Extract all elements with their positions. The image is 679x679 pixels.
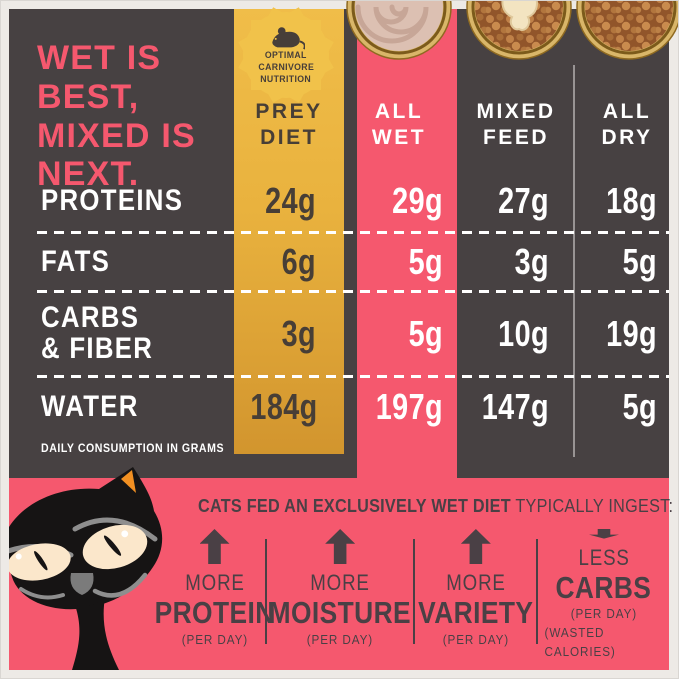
value-dry: 19g	[606, 312, 657, 354]
callout-subtext2: (WASTED CALORIES)	[544, 625, 617, 660]
row-divider	[37, 290, 669, 293]
row-label: FATS	[41, 246, 110, 278]
table-row-water: WATER 184g 197g 147g 5g	[9, 376, 669, 438]
title-line: WET IS	[37, 39, 162, 77]
value-wet: 5g	[408, 241, 443, 282]
arrow-up-icon	[325, 529, 356, 564]
callout-keyword: VARIETY	[418, 595, 534, 631]
value-prey: 3g	[281, 312, 316, 354]
badge-text: NUTRITION	[260, 73, 312, 85]
optimal-carnivore-nutrition-badge: OPTIMAL CARNIVORE NUTRITION	[236, 5, 336, 105]
callout-more-variety: MORE VARIETY (PER DAY)	[415, 527, 536, 662]
headline-rest: TYPICALLY INGEST:	[515, 496, 674, 516]
cat-nose	[70, 573, 94, 595]
value-wet: 29g	[392, 180, 443, 221]
callout-more-moisture: MORE MOISTURE (PER DAY)	[267, 527, 413, 662]
row-label: CARBS & FIBER	[41, 300, 154, 366]
table-row-carbs-fiber: CARBS & FIBER 3g 5g 10g 19g	[9, 291, 669, 376]
value-wet: 5g	[408, 312, 443, 354]
header-line: DRY	[601, 125, 653, 149]
header-line: ALL	[374, 100, 424, 123]
callout-subtext: (PER DAY)	[181, 631, 248, 647]
bottom-headline: CATS FED AN EXCLUSIVELY WET DIET TYPICAL…	[198, 496, 673, 517]
callout-qualifier: MORE	[310, 570, 370, 595]
cat-right-eye	[82, 524, 148, 570]
header-line: WET	[371, 125, 427, 149]
column-header-all-wet: ALL WET	[339, 99, 459, 150]
title-line: MIXED IS	[37, 116, 196, 155]
benefits-row: MORE PROTEIN (PER DAY) MORE MOISTURE (PE…	[154, 527, 669, 662]
table-row-proteins: PROTEINS 24g 29g 27g 18g	[9, 169, 669, 233]
row-divider	[37, 231, 669, 234]
callout-subtext: (PER DAY)	[442, 631, 510, 647]
row-label-line: WATER	[41, 390, 139, 424]
row-label-line: & FIBER	[41, 332, 154, 366]
value-dry: 5g	[622, 241, 657, 282]
row-label-line: CARBS	[41, 300, 140, 334]
badge-text: CARNIVORE	[258, 62, 314, 74]
cat-ear-inner	[121, 470, 136, 493]
callout-divider	[536, 539, 539, 644]
callout-qualifier: LESS	[578, 544, 630, 570]
title-line: BEST,	[37, 77, 140, 116]
right-dark-panel	[457, 9, 669, 478]
badge-text: OPTIMAL	[265, 50, 307, 62]
value-prey: 24g	[265, 180, 316, 221]
dry-food-bowl-image	[576, 1, 678, 60]
callout-qualifier: MORE	[184, 570, 245, 595]
mixed-food-bowl-image	[466, 1, 572, 60]
page-title: WET IS BEST, MIXED IS NEXT.	[37, 39, 196, 194]
column-header-all-dry: ALL DRY	[567, 99, 678, 150]
callout-subtext: (PER DAY)	[306, 631, 374, 647]
arrow-up-icon	[460, 529, 491, 564]
badge-inner: OPTIMAL CARNIVORE NUTRITION	[243, 12, 329, 98]
header-line: FEED	[482, 125, 549, 149]
callout-qualifier: MORE	[446, 570, 506, 595]
value-mixed: 10g	[498, 312, 549, 354]
callout-divider	[265, 539, 267, 644]
table-row-fats: FATS 6g 5g 3g 5g	[9, 233, 669, 291]
callout-more-protein: MORE PROTEIN (PER DAY)	[154, 527, 274, 662]
callout-keyword: MOISTURE	[268, 595, 412, 631]
header-line: PREY	[255, 100, 323, 123]
value-mixed: 27g	[498, 180, 549, 221]
value-wet: 197g	[375, 386, 443, 427]
mixed-dry-column-divider	[573, 65, 575, 457]
value-dry: 18g	[606, 180, 657, 221]
callout-divider	[413, 539, 416, 644]
wet-food-bowl-image	[346, 1, 452, 60]
callout-keyword: CARBS	[555, 569, 652, 605]
canvas: WET IS BEST, MIXED IS NEXT. OPTIMAL CARN…	[9, 1, 678, 670]
callout-subtext: (PER DAY)	[570, 606, 637, 622]
row-label: WATER	[41, 391, 139, 423]
value-mixed: 3g	[514, 241, 549, 282]
black-cat-illustration	[9, 467, 163, 670]
table-footnote: DAILY CONSUMPTION IN GRAMS	[41, 443, 225, 455]
value-prey: 184g	[250, 386, 318, 427]
value-dry: 5g	[622, 386, 657, 427]
mouse-icon	[272, 27, 305, 50]
header-line: MIXED	[476, 100, 556, 123]
arrow-up-icon	[199, 529, 230, 564]
row-label-line: FATS	[41, 245, 111, 279]
headline-bold: CATS FED AN EXCLUSIVELY WET DIET	[198, 496, 511, 516]
cat-left-eye	[9, 543, 71, 581]
callout-less-carbs: LESS CARBS (PER DAY) (WASTED CALORIES)	[538, 527, 669, 662]
header-line: ALL	[602, 100, 652, 123]
column-header-mixed-feed: MIXED FEED	[456, 99, 576, 150]
row-label: PROTEINS	[41, 185, 183, 217]
row-divider	[37, 375, 669, 378]
title-line: NEXT.	[37, 155, 140, 194]
column-header-prey-diet: PREY DIET	[229, 99, 349, 150]
value-mixed: 147g	[481, 386, 549, 427]
value-prey: 6g	[281, 241, 316, 282]
row-label-line: PROTEINS	[41, 184, 184, 218]
callout-keyword: PROTEIN	[154, 595, 275, 631]
header-line: DIET	[260, 125, 318, 149]
arrow-down-icon	[589, 529, 619, 539]
